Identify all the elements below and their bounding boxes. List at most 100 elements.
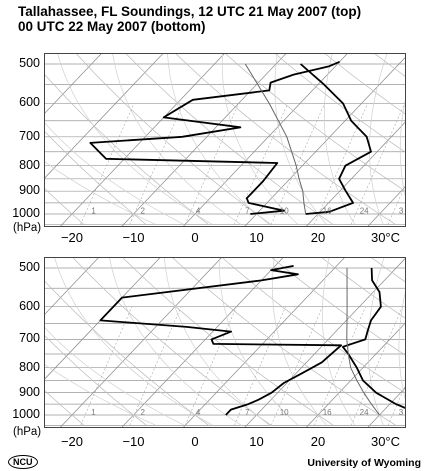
mixing-ratio-line [234,306,286,426]
temperature-profile-line [341,267,405,409]
dry-adiabat-line [45,131,147,225]
dry-adiabat-line [72,258,272,426]
bottom-skewt-svg: 1 2 4 7 10 16 24 3 [45,258,405,427]
ncu-logo: NCU [8,455,38,469]
dewpoint-profile-line [99,265,342,416]
mixing-ratio-label: 16 [323,408,332,417]
mixing-ratio-label: 1 [91,408,96,417]
dry-adiabat-line [125,54,334,225]
pressure-tick-label: 1000 [12,206,40,220]
pressure-tick-label: 900 [19,183,40,198]
dry-adiabat-line [275,54,405,153]
mixing-ratio-label: 3 [399,207,404,216]
mixing-ratio-line [270,306,323,426]
isotherm-line [306,322,405,427]
isotherm-line [244,57,405,226]
temperature-tick-label: 20 [310,230,326,245]
title-line-2: 00 UTC 22 May 2007 (bottom) [18,19,206,34]
isotherm-line [60,54,225,226]
temperature-tick-label: 30°C [370,434,401,449]
pressure-tick-label: 700 [19,331,40,346]
moist-adiabat-line [45,161,156,225]
moist-adiabat-line [45,122,185,225]
mixing-ratio-label: 10 [280,408,289,417]
mixing-ratio-label: 16 [323,207,332,216]
parcel-profile-line [346,267,380,416]
mixing-ratio-label: 2 [141,207,146,216]
moist-adiabat-line [164,258,270,426]
isotherm-line [60,258,222,427]
temperature-tick-label: 10 [249,434,264,449]
bottom-y-axis-unit: (hPa) [13,426,42,438]
mixing-ratio-label: 2 [140,408,145,417]
dry-adiabat-line [45,280,210,426]
temperature-tick-label: 0 [191,230,199,245]
pressure-tick-label: 900 [19,384,40,399]
isotherm-line [45,258,99,315]
temperature-tick-label: −20 [60,230,84,245]
moist-adiabat-line [167,54,270,225]
moist-adiabat-line [218,258,299,426]
moist-adiabat-line [398,291,405,400]
moist-adiabat-line [221,54,299,225]
isotherm-line [45,54,102,114]
dry-adiabat-line [172,258,397,426]
moist-adiabat-line [367,258,385,426]
dry-adiabat-line [225,54,405,192]
dry-adiabat-line [45,188,85,225]
dry-adiabat-line [404,258,405,425]
pressure-tick-label: 800 [19,359,40,374]
dry-adiabat-line [321,258,405,319]
dewpoint-profile-line [89,60,340,215]
mixing-ratio-label: 4 [196,207,201,216]
moist-adiabat-line [323,54,356,225]
isotherm-line [367,387,405,427]
mixing-ratio-label: 4 [196,408,201,417]
mixing-ratio-label: 7 [245,408,250,417]
pressure-tick-label: 500 [19,56,40,70]
dry-adiabat-line [371,258,405,283]
isotherm-line [45,54,52,226]
isotherm-line [45,54,163,179]
mixing-ratio-label: 10 [280,207,289,216]
temperature-tick-label: −10 [122,434,145,449]
mixing-ratio-line [314,306,366,426]
isotherm-line [183,258,345,427]
top-skewt-svg: 1 2 4 7 10 16 24 3 [45,54,405,226]
mixing-ratio-line [129,103,184,225]
moist-adiabat-line [54,258,213,426]
moist-adiabat-line [112,54,242,225]
moist-adiabat-line [45,327,185,426]
top-y-axis-unit: (hPa) [13,222,42,234]
mixing-ratio-label: 3 [399,408,404,417]
pressure-tick-label: 800 [19,157,40,172]
parcel-profile-line [244,63,307,215]
moist-adiabat-line [45,364,157,426]
dry-adiabat-line [271,258,405,356]
source-credit: University of Wyoming [307,457,421,469]
mixing-ratio-line [129,306,182,426]
pressure-tick-label: 600 [19,298,40,313]
dry-adiabat-line [45,335,147,426]
mixing-ratio-line [387,385,405,426]
title-line-1: Tallahassee, FL Soundings, 12 UTC 21 May… [18,4,362,19]
temperature-tick-label: 10 [249,230,264,245]
mixing-ratio-line [184,306,237,426]
mixing-ratio-label: 24 [360,408,369,417]
isotherm-line [244,258,405,427]
mixing-ratio-label: 24 [360,207,369,216]
mixing-ratio-label: 7 [245,207,250,216]
pressure-tick-label: 1000 [12,407,40,421]
moist-adiabat-line [272,258,327,426]
dry-adiabat-line [374,54,405,77]
mixing-ratio-label: 1 [91,207,96,216]
isotherm-line [183,54,348,226]
dry-adiabat-line [122,258,334,426]
pressure-tick-label: 600 [19,95,40,110]
temperature-tick-label: −20 [60,434,84,449]
temperature-tick-label: 30°C [370,230,401,245]
pressure-tick-label: 700 [19,128,40,143]
moist-adiabat-line [109,258,242,426]
temperature-profile-line [300,63,372,215]
moist-adiabat-line [369,54,388,225]
